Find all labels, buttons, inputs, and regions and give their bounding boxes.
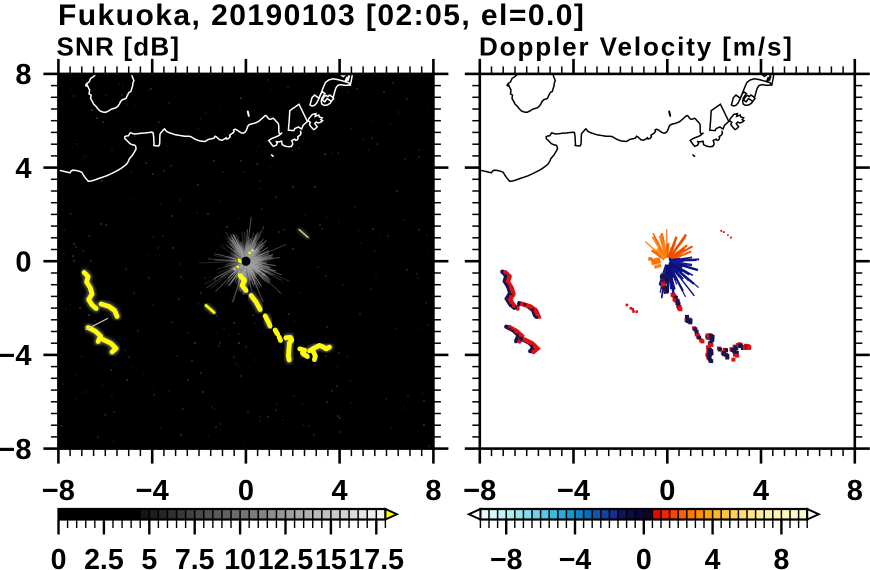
svg-text:0: 0 xyxy=(238,475,254,507)
svg-text:15: 15 xyxy=(315,544,347,570)
svg-text:4: 4 xyxy=(705,544,721,570)
svg-text:8: 8 xyxy=(425,475,441,507)
svg-text:4: 4 xyxy=(332,475,348,507)
svg-text:10: 10 xyxy=(224,544,256,570)
svg-text:0: 0 xyxy=(51,544,67,570)
svg-text:0: 0 xyxy=(15,246,31,278)
svg-text:7.5: 7.5 xyxy=(175,544,215,570)
svg-text:8: 8 xyxy=(847,475,863,507)
svg-text:17.5: 17.5 xyxy=(349,544,405,570)
svg-text:4: 4 xyxy=(15,153,31,185)
svg-text:−4: −4 xyxy=(557,475,590,507)
svg-text:2.5: 2.5 xyxy=(84,544,124,570)
svg-text:−8: −8 xyxy=(463,475,496,507)
svg-text:12.5: 12.5 xyxy=(258,544,314,570)
svg-text:−4: −4 xyxy=(0,340,32,372)
svg-text:5: 5 xyxy=(141,544,157,570)
svg-text:−4: −4 xyxy=(136,475,169,507)
svg-text:4: 4 xyxy=(753,475,769,507)
svg-text:SNR [dB]: SNR [dB] xyxy=(57,32,181,62)
svg-text:0: 0 xyxy=(659,475,675,507)
svg-text:Doppler Velocity [m/s]: Doppler Velocity [m/s] xyxy=(479,32,794,62)
svg-text:−4: −4 xyxy=(559,544,592,570)
svg-text:8: 8 xyxy=(15,59,31,91)
svg-text:−8: −8 xyxy=(490,544,523,570)
svg-text:−8: −8 xyxy=(42,475,75,507)
svg-text:−8: −8 xyxy=(0,434,32,466)
svg-text:Fukuoka, 20190103 [02:05, el=0: Fukuoka, 20190103 [02:05, el=0.0] xyxy=(58,0,585,32)
svg-text:8: 8 xyxy=(773,544,789,570)
svg-text:0: 0 xyxy=(636,544,652,570)
